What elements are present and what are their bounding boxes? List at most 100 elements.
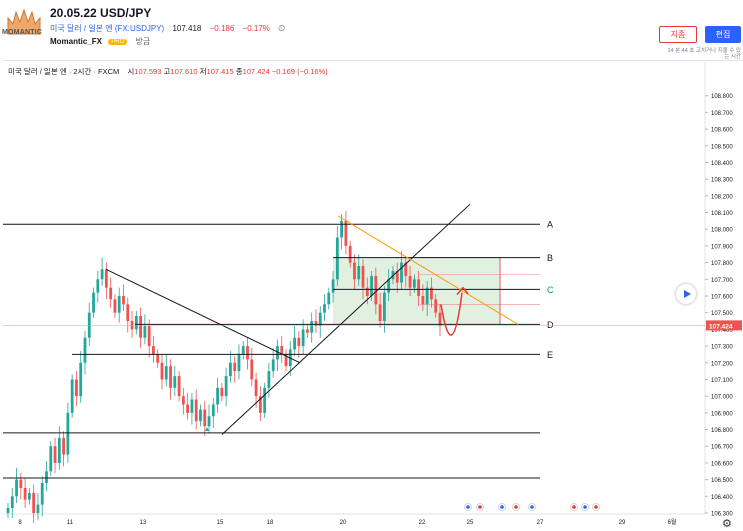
candle-body (211, 404, 215, 417)
y-tick-label: 108.600 (711, 128, 733, 134)
candle-body (250, 359, 254, 380)
candle-body (113, 299, 117, 313)
last-price-badge (706, 320, 742, 331)
candle-body (62, 437, 66, 455)
x-tick-label: 27 (537, 520, 544, 526)
y-tick-label: 108.300 (711, 178, 733, 184)
y-tick-label: 107.200 (711, 361, 733, 367)
candle-body (382, 292, 386, 322)
y-tick-label: 107.800 (711, 261, 733, 267)
follow-button[interactable]: 지좀 (659, 26, 697, 43)
candle-body (27, 492, 31, 500)
candle-body (310, 321, 314, 333)
author-line: Momantic_FX PRO 방금 (50, 36, 150, 47)
candle-body (340, 220, 344, 238)
descending-trendline (105, 268, 301, 364)
y-tick-label: 108.100 (711, 211, 733, 217)
event-flag-dot (583, 505, 587, 509)
y-tick-label: 107.000 (711, 395, 733, 401)
candle-body (75, 379, 78, 397)
page-title: 20.05.22 USD/JPY (50, 6, 152, 20)
candle-body (216, 387, 219, 405)
event-flag-dot (466, 505, 470, 509)
candle-body (139, 316, 142, 338)
candle-body (96, 279, 100, 293)
gear-icon[interactable]: ⚙ (722, 518, 732, 530)
candle-body (104, 269, 108, 288)
candle-body (241, 346, 245, 355)
play-button[interactable] (676, 284, 696, 304)
candle-body (233, 362, 237, 372)
current-price: 107.418 (172, 24, 202, 33)
candle-body (263, 387, 267, 413)
legend-ohlc: 시107.593 고107.610 저107.415 종107.424 −0.1… (127, 67, 328, 76)
candle-body (220, 387, 224, 397)
candle-body (177, 376, 181, 397)
candle-body (203, 409, 207, 427)
level-label-B: B (547, 253, 553, 263)
candle-body (417, 279, 421, 296)
candle-body (237, 354, 241, 372)
candle-body (335, 237, 339, 280)
y-tick-label: 108.500 (711, 144, 733, 150)
publish-time: 방금 (135, 37, 151, 46)
candle-body (378, 304, 382, 322)
projection-arrow-head (456, 286, 469, 296)
candle-body (70, 379, 74, 413)
candle-body (370, 275, 373, 296)
candle-body (301, 329, 305, 347)
candle-body (246, 346, 249, 360)
consolidation-zone (333, 257, 500, 325)
author-name[interactable]: Momantic_FX (50, 37, 103, 46)
candle-body (357, 265, 361, 280)
chart-header: MOMANTIC 20.05.22 USD/JPY 미국 달러 / 일본 엔 (… (0, 0, 743, 62)
candle-body (412, 279, 416, 288)
event-flag-dot (500, 505, 504, 509)
price-change-percent: −0.17% (242, 24, 270, 33)
y-tick-label: 107.600 (711, 295, 733, 301)
candle-body (224, 376, 228, 397)
candle-body (314, 321, 318, 327)
candle-body (147, 326, 151, 347)
candle-body (109, 287, 113, 300)
candle-body (229, 362, 232, 377)
symbol-line: 미국 달러 / 일본 엔 (FX:USDJPY) 107.418 −0.186 … (50, 23, 285, 34)
candle-body (284, 354, 288, 367)
x-tick-label: 29 (619, 520, 626, 526)
candle-body (45, 471, 48, 483)
logo-text: MOMANTIC (2, 29, 43, 36)
candle-body (15, 479, 18, 497)
clock-icon: ⏲ (278, 23, 286, 33)
candle-body (23, 487, 27, 500)
candle-body (164, 366, 168, 380)
candle-body (425, 287, 429, 305)
event-flag-dot (572, 505, 576, 509)
candle-body (318, 312, 322, 327)
event-flag-dot (594, 505, 598, 509)
x-tick-label: 22 (419, 520, 426, 526)
candle-body (169, 366, 172, 388)
y-tick-label: 107.400 (711, 328, 733, 334)
chart-area[interactable] (3, 60, 743, 531)
candle-body (353, 262, 356, 280)
candle-body (408, 275, 412, 288)
x-tick-label: 13 (140, 520, 147, 526)
event-flag-dot (514, 505, 518, 509)
candle-body (267, 371, 271, 388)
candle-body (374, 275, 378, 305)
y-tick-label: 108.800 (711, 94, 733, 100)
pro-badge: PRO (108, 39, 128, 45)
candle-body (404, 262, 408, 276)
y-tick-label: 106.600 (711, 461, 733, 467)
y-tick-label: 106.800 (711, 428, 733, 434)
candle-body (32, 492, 36, 513)
candle-body (40, 482, 44, 505)
symbol-link[interactable]: 미국 달러 / 일본 엔 (FX:USDJPY) (50, 24, 165, 33)
candle-body (306, 329, 309, 333)
level-label-E: E (547, 350, 553, 360)
edit-button[interactable]: 편집 (705, 26, 741, 43)
candle-body (117, 296, 121, 313)
candle-body (199, 409, 202, 422)
candle-body (430, 287, 433, 300)
